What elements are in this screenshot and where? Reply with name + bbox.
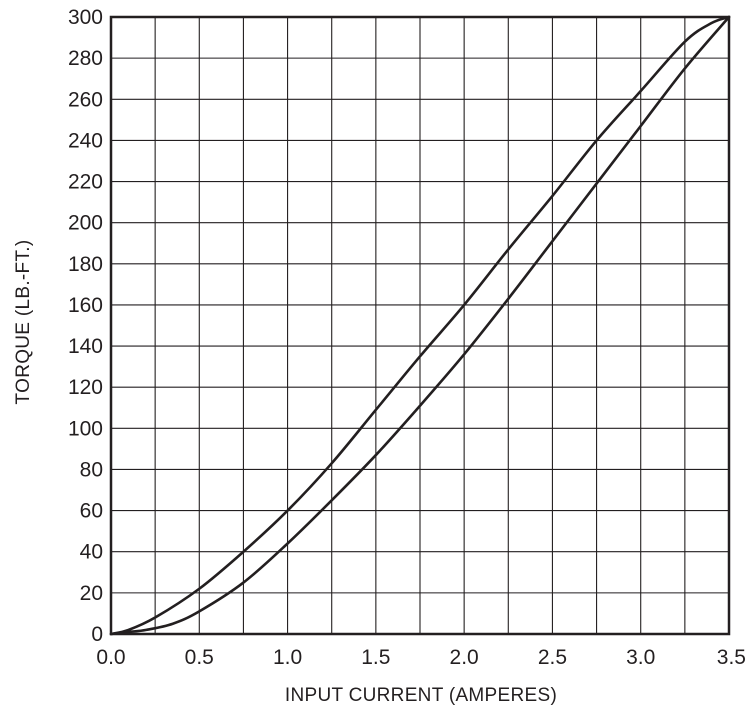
y-tick-label: 160 <box>68 294 103 317</box>
x-tick-label: 0.0 <box>96 646 125 669</box>
lower-curve-line <box>109 15 731 636</box>
x-tick-label: 1.5 <box>361 646 390 669</box>
y-axis-label: TORQUE (LB.-FT.) <box>13 240 34 405</box>
y-tick-label: 80 <box>80 458 103 481</box>
y-tick-label: 40 <box>80 541 103 564</box>
y-tick-label: 60 <box>80 500 103 523</box>
x-tick-label: 0.5 <box>185 646 214 669</box>
upper-curve-line <box>109 15 731 636</box>
y-tick-label: 20 <box>80 582 103 605</box>
y-tick-labels: 0 20 40 60 80 100 120 140 160 180 200 220 240 260 280 3… <box>68 6 103 646</box>
y-tick-label: 220 <box>68 171 103 194</box>
y-tick-label: 0 <box>91 623 103 646</box>
x-tick-label: 3.0 <box>626 646 655 669</box>
y-tick-label: 240 <box>68 129 103 152</box>
y-tick-label: 100 <box>68 417 103 440</box>
x-axis-label: INPUT CURRENT (AMPERES) <box>285 685 557 706</box>
y-tick-label: 200 <box>68 212 103 235</box>
plot-frame <box>109 15 731 636</box>
y-tick-label: 280 <box>68 47 103 70</box>
x-tick-labels: 0.0 0.5 1.0 1.5 2.0 2.5 3.0 3.5 <box>96 646 746 669</box>
y-tick-label: 300 <box>68 6 103 29</box>
x-tick-label: 1.0 <box>273 646 302 669</box>
grid <box>111 17 729 634</box>
x-tick-label: 2.5 <box>538 646 567 669</box>
y-tick-label: 140 <box>68 335 103 358</box>
y-tick-label: 180 <box>68 253 103 276</box>
y-tick-label: 260 <box>68 88 103 111</box>
x-tick-label: 2.0 <box>450 646 479 669</box>
curves <box>109 15 731 636</box>
y-tick-label: 120 <box>68 376 103 399</box>
x-tick-label: 3.5 <box>717 646 746 669</box>
